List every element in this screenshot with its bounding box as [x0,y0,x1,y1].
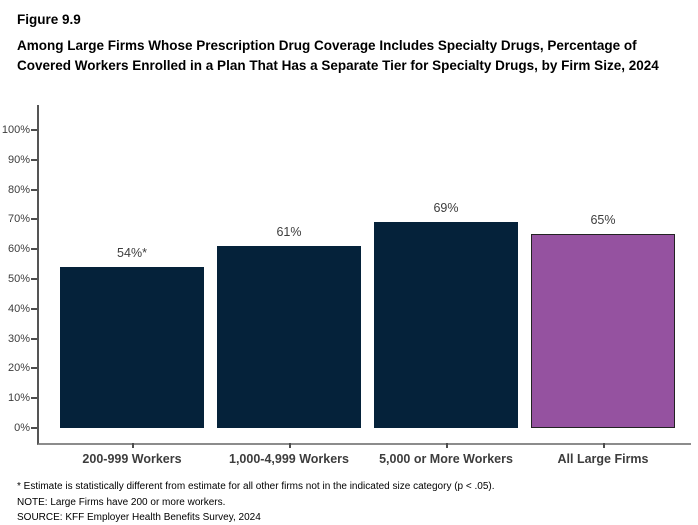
y-axis-tick-label: 70% [7,213,30,226]
y-axis-tick-label: 80% [7,183,30,196]
figure-title: Among Large Firms Whose Prescription Dru… [17,38,659,73]
bar-column: 61% [217,225,361,428]
y-axis-tick [31,188,37,191]
y-axis-tick [31,248,37,251]
x-axis-tick [289,443,291,448]
bar-value-label: 65% [590,213,616,228]
footnote-source: SOURCE: KFF Employer Health Benefits Sur… [17,512,261,523]
bar-column: 54%* [60,246,204,428]
plot-panel: 54%* 61% 69% 65% 200-999 Workers 1,000-4,999… [2,105,691,466]
bar-value-label: 69% [433,201,459,216]
y-axis-tick-label: 90% [7,153,30,166]
category-label: 200-999 Workers [82,452,182,466]
y-axis-tick [31,129,37,131]
bar [60,267,204,428]
y-axis-tick-label: 30% [7,332,30,345]
y-axis-tick [31,307,37,310]
figure-number: Figure 9.9 [17,12,81,27]
y-axis-tick [31,278,37,280]
footnote-note: NOTE: Large Firms have 200 or more worke… [17,496,226,508]
x-axis-tick [132,443,134,448]
y-axis-tick-label: 50% [7,273,30,285]
y-axis-tick [31,397,37,400]
bar [374,222,518,428]
bar [531,234,675,428]
category-label: All Large Firms [557,452,649,466]
y-axis-tick [31,158,37,161]
x-axis-labels: 200-999 Workers 1,000-4,999 Workers 5,000 … [60,452,675,466]
footnotes: * Estimate is statistically different fr… [17,479,495,525]
footnote-asterisk: * Estimate is statistically different fr… [17,481,495,492]
y-axis-tick-label: 20% [7,362,30,375]
bar-value-label: 54%* [117,246,147,261]
y-axis-tick-label: 100% [1,124,30,136]
y-axis-tick [31,427,37,429]
y-axis-tick [31,367,37,370]
x-axis-tick [603,443,605,448]
y-axis-tick-label: 60% [7,243,30,256]
bar [217,246,361,428]
y-axis-tick-label: 0% [14,422,30,434]
x-axis-tick [446,443,448,448]
bar-column: 65% [531,213,675,428]
y-axis-tick-label: 40% [7,302,30,315]
y-axis-tick [31,218,37,221]
figure-header: Figure 9.9 Among Large Firms Whose Presc… [17,12,687,75]
bar-column: 69% [374,201,518,428]
y-axis-tick-label: 10% [7,392,30,405]
category-label: 1,000-4,999 Workers [229,452,349,466]
bar-value-label: 61% [276,225,302,240]
bars: 54%* 61% 69% 65% [60,201,675,428]
y-axis-tick [31,337,37,340]
category-label: 5,000 or More Workers [379,452,513,466]
